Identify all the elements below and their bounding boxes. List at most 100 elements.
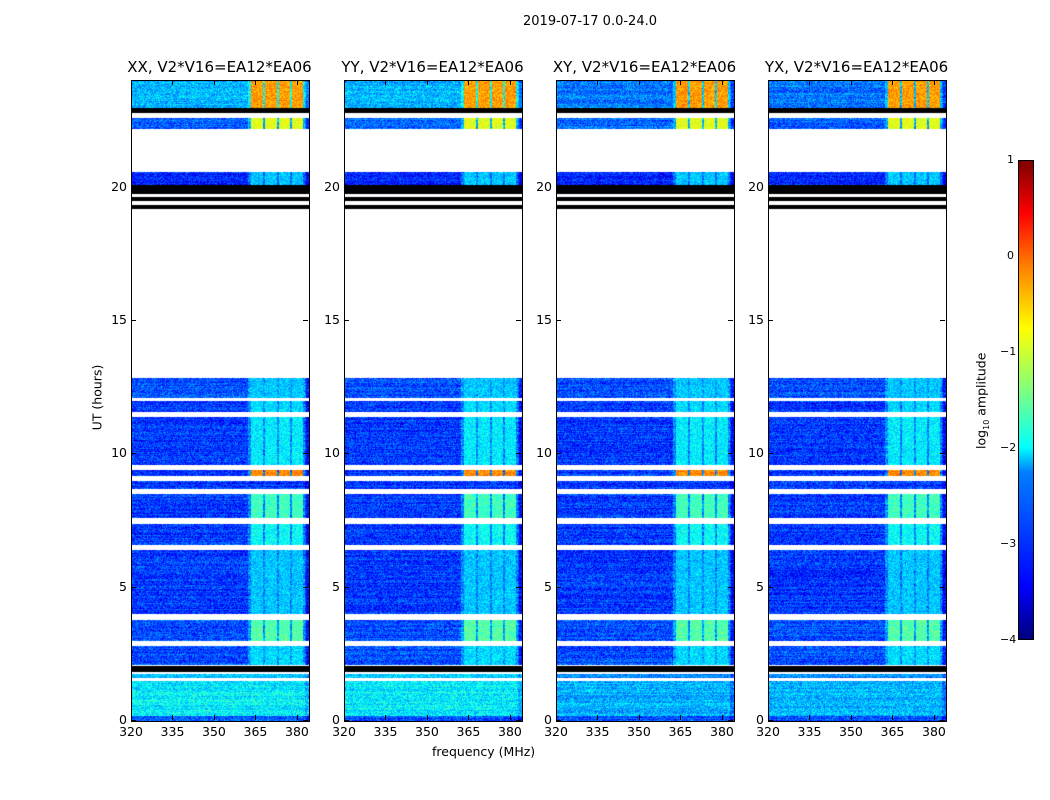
y-tick-label: 15 <box>536 312 552 327</box>
y-tick-mark <box>344 586 349 588</box>
panel-title: XX, V2*V16=EA12*EA06 <box>127 58 312 76</box>
y-tick-mark <box>940 453 945 455</box>
x-tick-mark <box>556 715 557 720</box>
x-tick-mark <box>892 80 894 85</box>
x-axis-label: frequency (MHz) <box>432 744 536 759</box>
x-tick-label: 335 <box>797 724 822 739</box>
y-tick-mark <box>303 320 308 321</box>
y-tick-mark <box>131 320 136 321</box>
x-tick-mark <box>255 715 257 720</box>
x-tick-label: 320 <box>544 724 568 739</box>
y-tick-label: 20 <box>111 178 127 194</box>
y-tick-mark <box>768 586 773 588</box>
x-tick-label: 350 <box>415 724 439 739</box>
y-tick-label: 10 <box>111 445 127 461</box>
y-tick-mark <box>728 453 733 455</box>
y-tick-mark <box>728 186 733 188</box>
x-tick-mark <box>296 80 298 85</box>
y-tick-label: 0 <box>332 712 340 727</box>
y-tick-label: 20 <box>324 178 340 194</box>
x-tick-label: 380 <box>285 724 309 739</box>
y-tick-label: 5 <box>544 578 552 594</box>
y-tick-mark <box>344 186 349 188</box>
y-tick-mark <box>303 720 308 721</box>
x-tick-mark <box>933 80 935 85</box>
x-tick-mark <box>296 715 298 720</box>
y-tick-label: 15 <box>748 312 764 327</box>
x-tick-mark <box>468 80 470 85</box>
y-tick-mark <box>131 720 136 721</box>
x-tick-mark <box>385 715 387 720</box>
y-tick-mark <box>728 320 733 321</box>
waterfall-panel <box>768 80 947 722</box>
y-tick-mark <box>940 586 945 588</box>
y-tick-mark <box>768 320 773 321</box>
y-tick-mark <box>940 720 945 721</box>
x-tick-mark <box>131 715 132 720</box>
colorbar-tick-label: 1 <box>1007 153 1014 166</box>
y-tick-mark <box>516 453 521 455</box>
x-tick-mark <box>680 715 682 720</box>
x-tick-mark <box>213 80 215 85</box>
x-tick-mark <box>172 80 174 85</box>
colorbar <box>1018 160 1034 640</box>
y-axis-label: UT (hours) <box>89 364 105 431</box>
x-tick-mark <box>426 715 428 720</box>
y-tick-mark <box>131 586 136 588</box>
x-tick-mark <box>809 715 811 720</box>
y-tick-mark <box>516 320 521 321</box>
colorbar-label: log10 amplitude <box>973 352 991 449</box>
x-tick-mark <box>385 80 387 85</box>
x-tick-mark <box>597 80 599 85</box>
y-tick-mark <box>940 186 945 188</box>
y-tick-label: 0 <box>756 712 764 727</box>
x-tick-label: 320 <box>756 724 780 739</box>
x-tick-label: 365 <box>668 724 693 739</box>
x-tick-mark <box>809 80 811 85</box>
y-tick-mark <box>556 586 561 588</box>
y-tick-label: 20 <box>748 178 764 194</box>
x-tick-mark <box>131 80 132 85</box>
panel-title: XY, V2*V16=EA12*EA06 <box>552 58 737 76</box>
y-tick-mark <box>556 453 561 455</box>
y-tick-label: 5 <box>119 578 127 594</box>
x-tick-mark <box>721 715 723 720</box>
y-tick-mark <box>556 320 561 321</box>
x-tick-mark <box>892 715 894 720</box>
x-tick-mark <box>597 715 599 720</box>
y-tick-mark <box>131 186 136 188</box>
x-tick-mark <box>638 715 640 720</box>
x-tick-mark <box>768 715 769 720</box>
x-tick-mark <box>426 80 428 85</box>
x-tick-label: 350 <box>627 724 651 739</box>
y-tick-mark <box>728 720 733 721</box>
x-tick-mark <box>344 80 345 85</box>
y-tick-label: 10 <box>536 445 552 461</box>
y-tick-label: 5 <box>332 578 340 594</box>
panel-title: YX, V2*V16=EA12*EA06 <box>764 58 949 76</box>
x-tick-mark <box>509 80 511 85</box>
x-tick-mark <box>850 715 852 720</box>
x-tick-mark <box>768 80 769 85</box>
x-tick-mark <box>933 715 935 720</box>
waterfall-panel <box>131 80 310 722</box>
x-tick-mark <box>255 80 257 85</box>
panel-title: YY, V2*V16=EA12*EA06 <box>341 58 524 76</box>
x-tick-label: 350 <box>202 724 226 739</box>
y-tick-mark <box>131 453 136 455</box>
y-tick-mark <box>768 453 773 455</box>
x-tick-label: 365 <box>880 724 905 739</box>
x-tick-mark <box>850 80 852 85</box>
y-tick-label: 0 <box>544 712 552 727</box>
y-tick-label: 15 <box>111 312 127 327</box>
x-tick-mark <box>509 715 511 720</box>
x-tick-label: 380 <box>710 724 734 739</box>
x-tick-mark <box>468 715 470 720</box>
y-tick-mark <box>303 586 308 588</box>
y-tick-mark <box>303 453 308 455</box>
y-tick-mark <box>728 586 733 588</box>
x-tick-label: 320 <box>332 724 356 739</box>
y-tick-mark <box>516 186 521 188</box>
x-tick-mark <box>638 80 640 85</box>
y-tick-mark <box>768 186 773 188</box>
